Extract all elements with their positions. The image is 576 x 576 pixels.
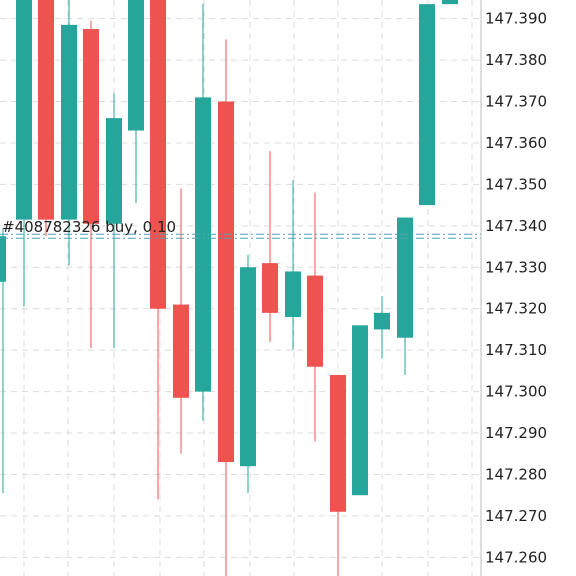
- candle-body: [262, 263, 278, 313]
- candle: [150, 0, 166, 500]
- candle: [0, 227, 6, 494]
- candle-body: [195, 97, 211, 392]
- candle-body: [397, 217, 413, 338]
- y-tick-label: 147.280: [485, 465, 547, 483]
- candle-body: [0, 236, 6, 282]
- candle: [240, 254, 256, 494]
- candle: [285, 180, 301, 351]
- candle: [352, 325, 368, 496]
- order-line-group[interactable]: #408782326 buy, 0.10: [0, 218, 481, 239]
- candle-body: [173, 304, 189, 398]
- candle-body: [442, 0, 458, 5]
- y-tick-label: 147.380: [485, 51, 547, 69]
- candle: [419, 4, 435, 206]
- candle: [83, 20, 99, 349]
- candle: [128, 0, 144, 204]
- candle-body: [307, 275, 323, 367]
- y-tick-label: 147.290: [485, 424, 547, 442]
- y-tick-label: 147.330: [485, 258, 547, 276]
- candle-body: [16, 0, 32, 220]
- candle-body: [150, 0, 166, 309]
- candle: [61, 0, 77, 266]
- candle: [442, 0, 458, 5]
- candle: [173, 188, 189, 454]
- candle-body: [218, 101, 234, 463]
- y-tick-label: 147.350: [485, 175, 547, 193]
- candle-body: [106, 118, 122, 224]
- candle-body: [83, 29, 99, 224]
- y-tick-label: 147.300: [485, 383, 547, 401]
- y-tick-label: 147.340: [485, 217, 547, 235]
- y-tick-label: 147.270: [485, 507, 547, 525]
- candle: [330, 375, 346, 576]
- y-tick-label: 147.370: [485, 93, 547, 111]
- y-tick-label: 147.310: [485, 341, 547, 359]
- candle: [38, 0, 54, 237]
- y-tick-label: 147.320: [485, 300, 547, 318]
- candle-body: [330, 375, 346, 512]
- candle-body: [352, 325, 368, 496]
- candle-body: [240, 267, 256, 467]
- candle-body: [61, 24, 77, 220]
- candle: [307, 192, 323, 442]
- candle: [16, 0, 32, 307]
- y-tick-label: 147.260: [485, 548, 547, 566]
- candle-body: [285, 271, 301, 318]
- candles: [0, 0, 458, 576]
- candle-body: [419, 4, 435, 206]
- y-tick-label: 147.360: [485, 134, 547, 152]
- candle: [195, 4, 211, 421]
- price-axis: 147.390 147.380 147.370 147.360 147.350 147.3…: [480, 0, 547, 576]
- candle: [374, 296, 390, 359]
- candle-body: [38, 0, 54, 220]
- order-label: #408782326 buy, 0.10: [2, 218, 176, 236]
- y-tick-label: 147.390: [485, 10, 547, 28]
- candle-body: [128, 0, 144, 131]
- candle: [397, 217, 413, 376]
- candle-body: [374, 312, 390, 330]
- candle: [262, 151, 278, 342]
- candle: [218, 39, 234, 576]
- candle: [106, 93, 122, 349]
